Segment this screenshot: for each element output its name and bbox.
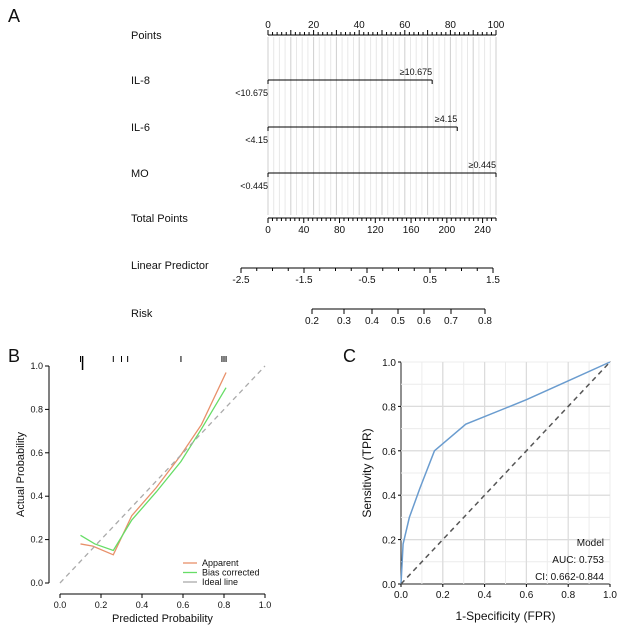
x-tick-label: 0.4 [478,590,492,601]
x-tick-label: 0.2 [95,600,108,610]
y-tick-label: 0.2 [382,536,396,547]
points-tick-label: 40 [354,20,366,31]
linear-predictor-tick-label: -2.5 [232,275,250,286]
points-tick-label: 20 [308,20,320,31]
x-tick-label: 0.0 [54,600,67,610]
linear-predictor-tick-label: 0.5 [423,275,437,286]
x-tick-label: 0.8 [561,590,575,601]
x-tick-label: 0.6 [519,590,533,601]
risk-tick-label: 0.4 [365,316,379,327]
x-tick-label: 1.0 [259,600,272,610]
legend-label: Bias corrected [202,568,260,578]
y-tick-label: 0.8 [382,402,396,413]
y-tick-label: 0.8 [30,404,43,414]
row-label-1: IL-8 [131,75,150,87]
points-tick-label: 100 [488,20,505,31]
annotation-ci: CI: 0.662-0.844 [535,572,604,583]
total-points-tick-label: 200 [438,225,455,236]
y-tick-label: 0.4 [382,491,396,502]
variable-high-label: ≥4.15 [435,114,457,124]
roc-curve-line [400,361,611,585]
total-points-tick-label: 240 [474,225,491,236]
points-tick-label: 60 [399,20,411,31]
row-label-6: Risk [131,308,153,320]
annotation-title: Model [577,538,604,549]
risk-tick-label: 0.5 [391,316,405,327]
x-tick-label: 1.0 [603,590,617,601]
y-tick-label: 1.0 [30,361,43,371]
x-tick-label: 0.2 [436,590,450,601]
y-tick-label: 0.0 [30,578,43,588]
y-tick-label: 0.6 [382,447,396,458]
row-label-5: Linear Predictor [131,260,209,272]
x-tick-label: 0.0 [394,590,408,601]
row-label-0: Points [131,30,162,42]
series-line-bias-corrected [80,387,227,552]
y-tick-label: 0.0 [382,580,396,591]
y-tick-label: 0.4 [30,491,43,501]
points-tick-label: 0 [265,20,271,31]
row-label-2: IL-6 [131,122,150,134]
risk-tick-label: 0.2 [305,316,319,327]
y-tick-label: 0.6 [30,448,43,458]
x-tick-label: 0.4 [136,600,149,610]
total-points-tick-label: 40 [298,225,310,236]
x-axis-title: 1-Specificity (FPR) [455,609,555,623]
legend-label: Apparent [202,558,239,568]
risk-tick-label: 0.8 [478,316,492,327]
reference-diagonal-line [400,361,611,585]
roc-plot: 0.0 0.2 0.4 0.6 0.8 1.0 0.0 0.2 0.4 0.6 0.8 1.0 1-Sp… [360,358,617,623]
linear-predictor-tick-label: 1.5 [486,275,500,286]
y-tick-label: 1.0 [382,358,396,369]
linear-predictor-tick-label: -0.5 [358,275,376,286]
series-line-apparent [80,372,227,556]
series-line-ideal-line [59,365,266,584]
variable-high-label: ≥0.445 [469,160,496,170]
variable-low-label: <0.445 [240,181,268,191]
risk-tick-label: 0.6 [417,316,431,327]
points-tick-label: 80 [445,20,457,31]
y-axis-title: Sensitivity (TPR) [360,428,374,517]
risk-tick-label: 0.7 [444,316,458,327]
total-points-tick-label: 0 [265,225,271,236]
variable-high-label: ≥10.675 [400,67,432,77]
row-label-4: Total Points [131,213,188,225]
x-tick-label: 0.8 [218,600,231,610]
row-label-3: MO [131,168,149,180]
nomogram: Points IL-8 IL-6 MO Total Points Linear Predi… [131,20,505,327]
x-tick-label: 0.6 [177,600,190,610]
total-points-tick-label: 120 [367,225,384,236]
y-tick-label: 0.2 [30,535,43,545]
panel-b-label: B [8,346,20,366]
variable-low-label: <4.15 [245,135,268,145]
legend-label: Ideal line [202,577,238,587]
total-points-tick-label: 160 [403,225,420,236]
y-axis-title: Actual Probability [15,432,27,517]
calibration-plot: 0.0 0.2 0.4 0.6 0.8 1.0 0.0 0.2 0.4 0.6 0.8 1.0 Pred… [15,356,271,625]
risk-tick-label: 0.3 [337,316,351,327]
linear-predictor-tick-label: -1.5 [295,275,313,286]
variable-low-label: <10.675 [235,88,268,98]
total-points-tick-label: 80 [334,225,346,236]
annotation-auc: AUC: 0.753 [552,555,604,566]
x-axis-title: Predicted Probability [112,613,213,625]
panel-c-label: C [343,346,356,366]
panel-a-label: A [8,6,20,26]
